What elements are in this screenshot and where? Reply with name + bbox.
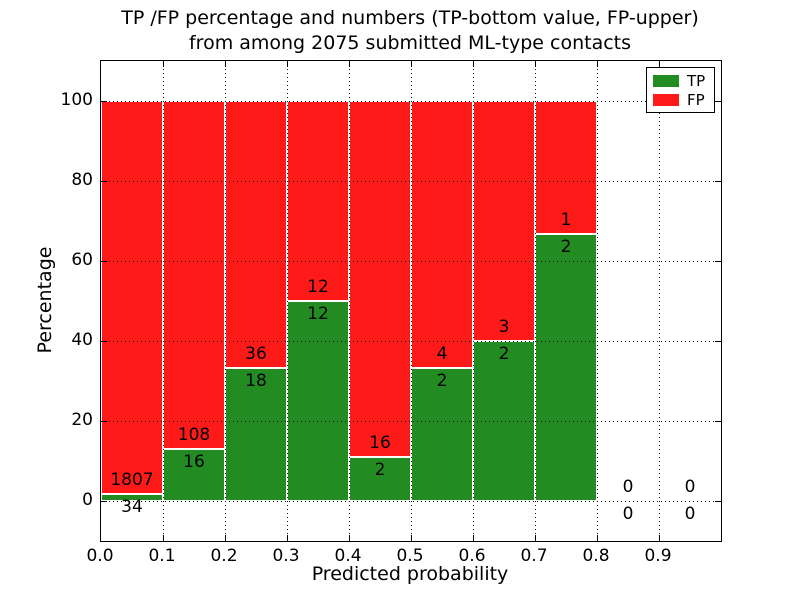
x-tick-top (163, 61, 164, 67)
tp-count-label: 0 (622, 504, 634, 524)
fp-count-label: 1 (560, 210, 572, 231)
fp-bar-segment (225, 101, 287, 368)
x-tick-bottom (225, 535, 226, 541)
x-tick-bottom (287, 535, 288, 541)
x-tick-label: 0.9 (644, 546, 672, 566)
y-tick-label: 40 (71, 330, 93, 350)
fp-bar-segment (411, 101, 473, 368)
y-tick-right (715, 261, 721, 262)
y-tick-right (715, 501, 721, 502)
vertical-gridline (287, 61, 288, 541)
tp-count-label: 18 (245, 370, 267, 391)
x-tick-bottom (163, 535, 164, 541)
fp-count-label: 1807 (110, 469, 154, 490)
x-tick-bottom (597, 535, 598, 541)
fp-bar-segment (349, 101, 411, 457)
fp-count-label: 36 (245, 343, 267, 364)
vertical-gridline (659, 61, 660, 541)
vertical-gridline (349, 61, 350, 541)
x-tick-label: 0.5 (396, 546, 424, 566)
fp-count-label: 4 (436, 343, 448, 364)
x-tick-bottom (411, 535, 412, 541)
y-tick-left (101, 181, 107, 182)
chart-title: TP /FP percentage and numbers (TP-bottom… (60, 6, 760, 56)
legend-entry-tp: TP (653, 73, 708, 89)
legend-label-tp: TP (687, 71, 706, 90)
fp-count-label: 16 (369, 432, 391, 453)
vertical-gridline (535, 61, 536, 541)
y-tick-right (715, 101, 721, 102)
y-tick-label: 100 (60, 90, 93, 110)
fp-count-label: 0 (622, 477, 634, 497)
tp-bar-segment (287, 301, 349, 501)
tp-bar-segment (535, 234, 597, 501)
y-tick-right (715, 341, 721, 342)
y-tick-label: 0 (82, 490, 93, 510)
fp-swatch-icon (653, 93, 679, 106)
y-tick-left (101, 101, 107, 102)
x-tick-bottom (473, 535, 474, 541)
legend: TP FP (646, 67, 715, 113)
x-tick-label: 0.0 (86, 546, 114, 566)
vertical-gridline (473, 61, 474, 541)
fp-count-label: 108 (177, 425, 211, 446)
x-tick-top (659, 61, 660, 67)
y-tick-left (101, 341, 107, 342)
chart-title-line1: TP /FP percentage and numbers (TP-bottom… (121, 7, 699, 29)
x-tick-top (597, 61, 598, 67)
legend-label-fp: FP (687, 90, 705, 109)
x-tick-label: 0.2 (210, 546, 238, 566)
y-tick-left (101, 261, 107, 262)
x-tick-label: 0.1 (148, 546, 176, 566)
fp-bar-segment (287, 101, 349, 301)
x-axis-label: Predicted probability (311, 563, 509, 585)
x-tick-top (287, 61, 288, 67)
y-tick-right (715, 421, 721, 422)
y-tick-label: 60 (71, 250, 93, 270)
x-tick-bottom (659, 535, 660, 541)
legend-entry-fp: FP (653, 92, 708, 108)
plot-area: 1807 34 108 16 36 18 12 12 16 2 4 2 3 2 1 2 0 0 0 0 (100, 60, 722, 542)
y-tick-label: 80 (71, 170, 93, 190)
vertical-gridline (411, 61, 412, 541)
tp-count-label: 0 (684, 504, 696, 524)
x-tick-top (349, 61, 350, 67)
chart-title-line2: from among 2075 submitted ML-type contac… (188, 32, 632, 54)
tp-count-label: 2 (374, 459, 386, 480)
y-tick-left (101, 421, 107, 422)
x-tick-bottom (349, 535, 350, 541)
fp-count-label: 12 (307, 277, 329, 297)
fp-bar-segment (101, 101, 163, 494)
fp-count-label: 0 (684, 477, 696, 497)
x-tick-label: 0.7 (520, 546, 548, 566)
x-tick-label: 0.8 (582, 546, 610, 566)
x-tick-top (473, 61, 474, 67)
tp-count-label: 16 (183, 452, 205, 473)
x-tick-label: 0.3 (272, 546, 300, 566)
y-tick-label: 20 (71, 410, 93, 430)
tp-swatch-icon (653, 74, 679, 87)
tp-count-label: 2 (436, 370, 448, 391)
tp-bar-segment (225, 367, 287, 501)
x-tick-label: 0.4 (334, 546, 362, 566)
x-tick-bottom (535, 535, 536, 541)
tp-count-label: 34 (121, 496, 143, 517)
vertical-gridline (225, 61, 226, 541)
x-tick-top (225, 61, 226, 67)
tp-bar-segment (411, 367, 473, 501)
y-tick-left (101, 501, 107, 502)
x-tick-top (535, 61, 536, 67)
vertical-gridline (163, 61, 164, 541)
tp-count-label: 2 (498, 344, 510, 364)
tp-bar-segment (101, 493, 163, 501)
vertical-gridline (597, 61, 598, 541)
fp-count-label: 3 (498, 317, 510, 337)
y-tick-right (715, 181, 721, 182)
tp-count-label: 2 (560, 237, 572, 258)
x-tick-top (411, 61, 412, 67)
tp-count-label: 12 (307, 304, 329, 324)
x-tick-label: 0.6 (458, 546, 486, 566)
fp-bar-segment (163, 101, 225, 450)
